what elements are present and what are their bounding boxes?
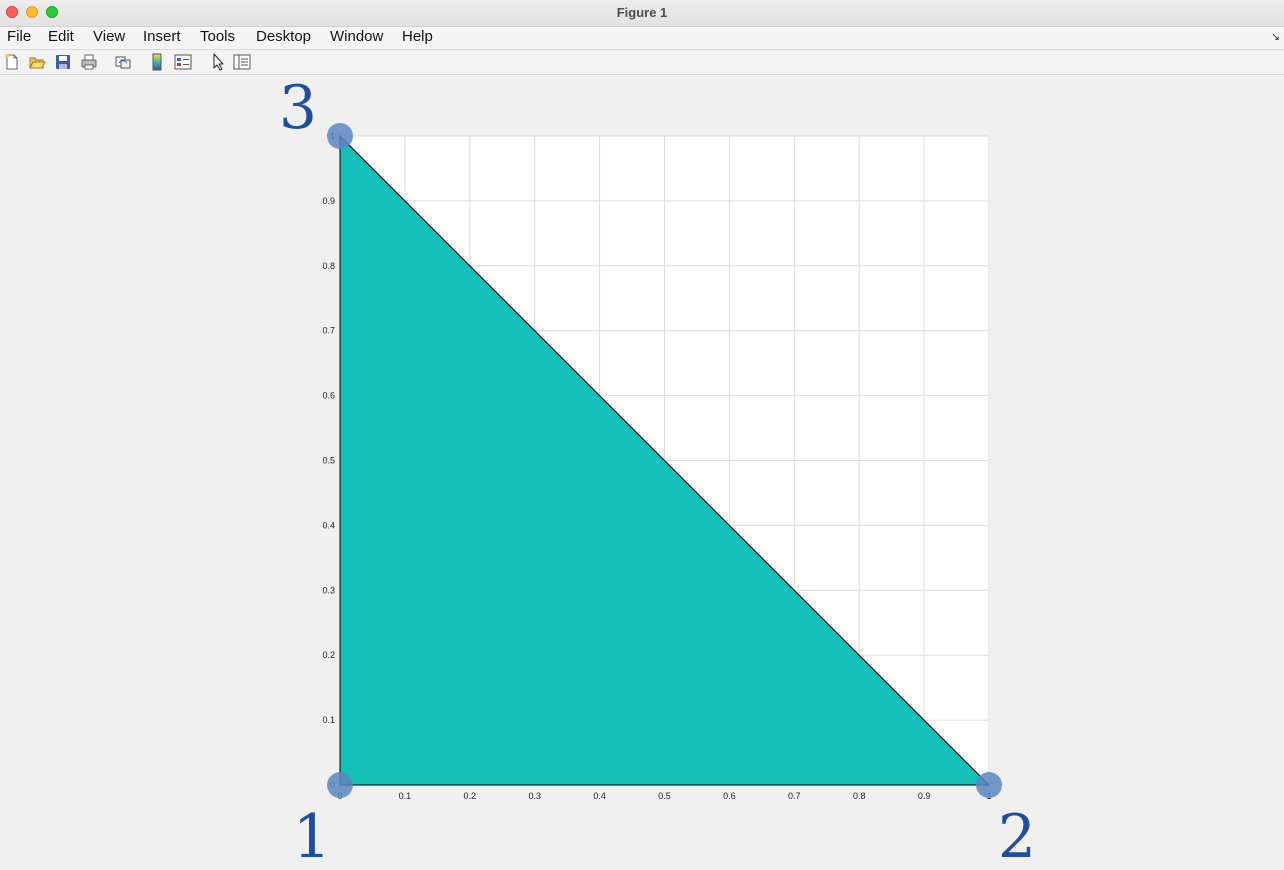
new-figure-icon[interactable] — [3, 53, 21, 71]
menu-bar: File Edit View Insert Tools Desktop Wind… — [0, 27, 1284, 50]
y-tick-label: 0.6 — [322, 391, 335, 401]
print-icon[interactable] — [80, 53, 98, 71]
y-tick-label: 0.7 — [322, 326, 335, 336]
x-tick-label: 0.5 — [658, 791, 671, 801]
menu-file[interactable]: File — [7, 28, 32, 45]
figure-canvas[interactable]: 00.10.20.30.40.50.60.70.80.9100.10.20.30… — [0, 75, 1284, 870]
menu-tools[interactable]: Tools — [200, 28, 236, 45]
vertex-label-3: 3 — [279, 75, 317, 143]
save-icon[interactable] — [54, 53, 72, 71]
menu-view[interactable]: View — [93, 28, 126, 45]
y-tick-label: 0.3 — [322, 585, 335, 595]
x-tick-label: 0.9 — [918, 791, 931, 801]
menu-window[interactable]: Window — [330, 28, 384, 45]
colorbar-icon[interactable] — [148, 53, 166, 71]
x-tick-label: 0.7 — [788, 791, 801, 801]
open-file-icon[interactable] — [28, 53, 46, 71]
triangle-patch[interactable] — [339, 134, 991, 786]
y-tick-label: 0.1 — [322, 715, 335, 725]
menu-insert[interactable]: Insert — [143, 28, 181, 45]
menu-desktop[interactable]: Desktop — [256, 28, 312, 45]
close-window-button[interactable] — [6, 6, 18, 18]
x-tick-label: 0.4 — [593, 791, 606, 801]
vertex-marker-1[interactable] — [327, 772, 353, 798]
y-tick-label: 0.5 — [322, 456, 335, 466]
edit-plot-icon[interactable] — [210, 53, 228, 71]
x-tick-label: 0.6 — [723, 791, 736, 801]
vertex-label-2: 2 — [998, 802, 1036, 870]
menu-edit[interactable]: Edit — [48, 28, 74, 45]
y-tick-label: 0.8 — [322, 261, 335, 271]
menu-help[interactable]: Help — [402, 28, 433, 45]
y-tick-label: 0.9 — [322, 196, 335, 206]
property-inspector-icon[interactable] — [233, 53, 251, 71]
legend-icon[interactable] — [174, 53, 192, 71]
vertex-marker-2[interactable] — [976, 772, 1002, 798]
link-plot-icon[interactable] — [114, 53, 132, 71]
x-tick-label: 0.8 — [853, 791, 866, 801]
x-tick-label: 0.3 — [528, 791, 541, 801]
x-tick-label: 0.2 — [464, 791, 477, 801]
window-title: Figure 1 — [616, 5, 668, 20]
x-tick-label: 0.1 — [399, 791, 412, 801]
y-tick-label: 0.2 — [322, 650, 335, 660]
tick-labels: 00.10.20.30.40.50.60.70.80.9100.10.20.30… — [322, 131, 991, 801]
vertex-label-1: 1 — [293, 802, 331, 870]
triangle-plot[interactable]: 00.10.20.30.40.50.60.70.80.9100.10.20.30… — [0, 75, 1284, 870]
vertex-marker-3[interactable] — [327, 123, 353, 149]
title-bar: Figure 1 — [0, 0, 1284, 27]
figure-toolbar — [0, 50, 1284, 75]
minimize-window-button[interactable] — [26, 6, 38, 18]
y-tick-label: 0.4 — [322, 520, 335, 530]
dock-arrow-icon[interactable]: ↘ — [1270, 31, 1280, 43]
vertex-markers[interactable]: 1 2 3 — [279, 75, 1036, 870]
maximize-window-button[interactable] — [46, 6, 58, 18]
